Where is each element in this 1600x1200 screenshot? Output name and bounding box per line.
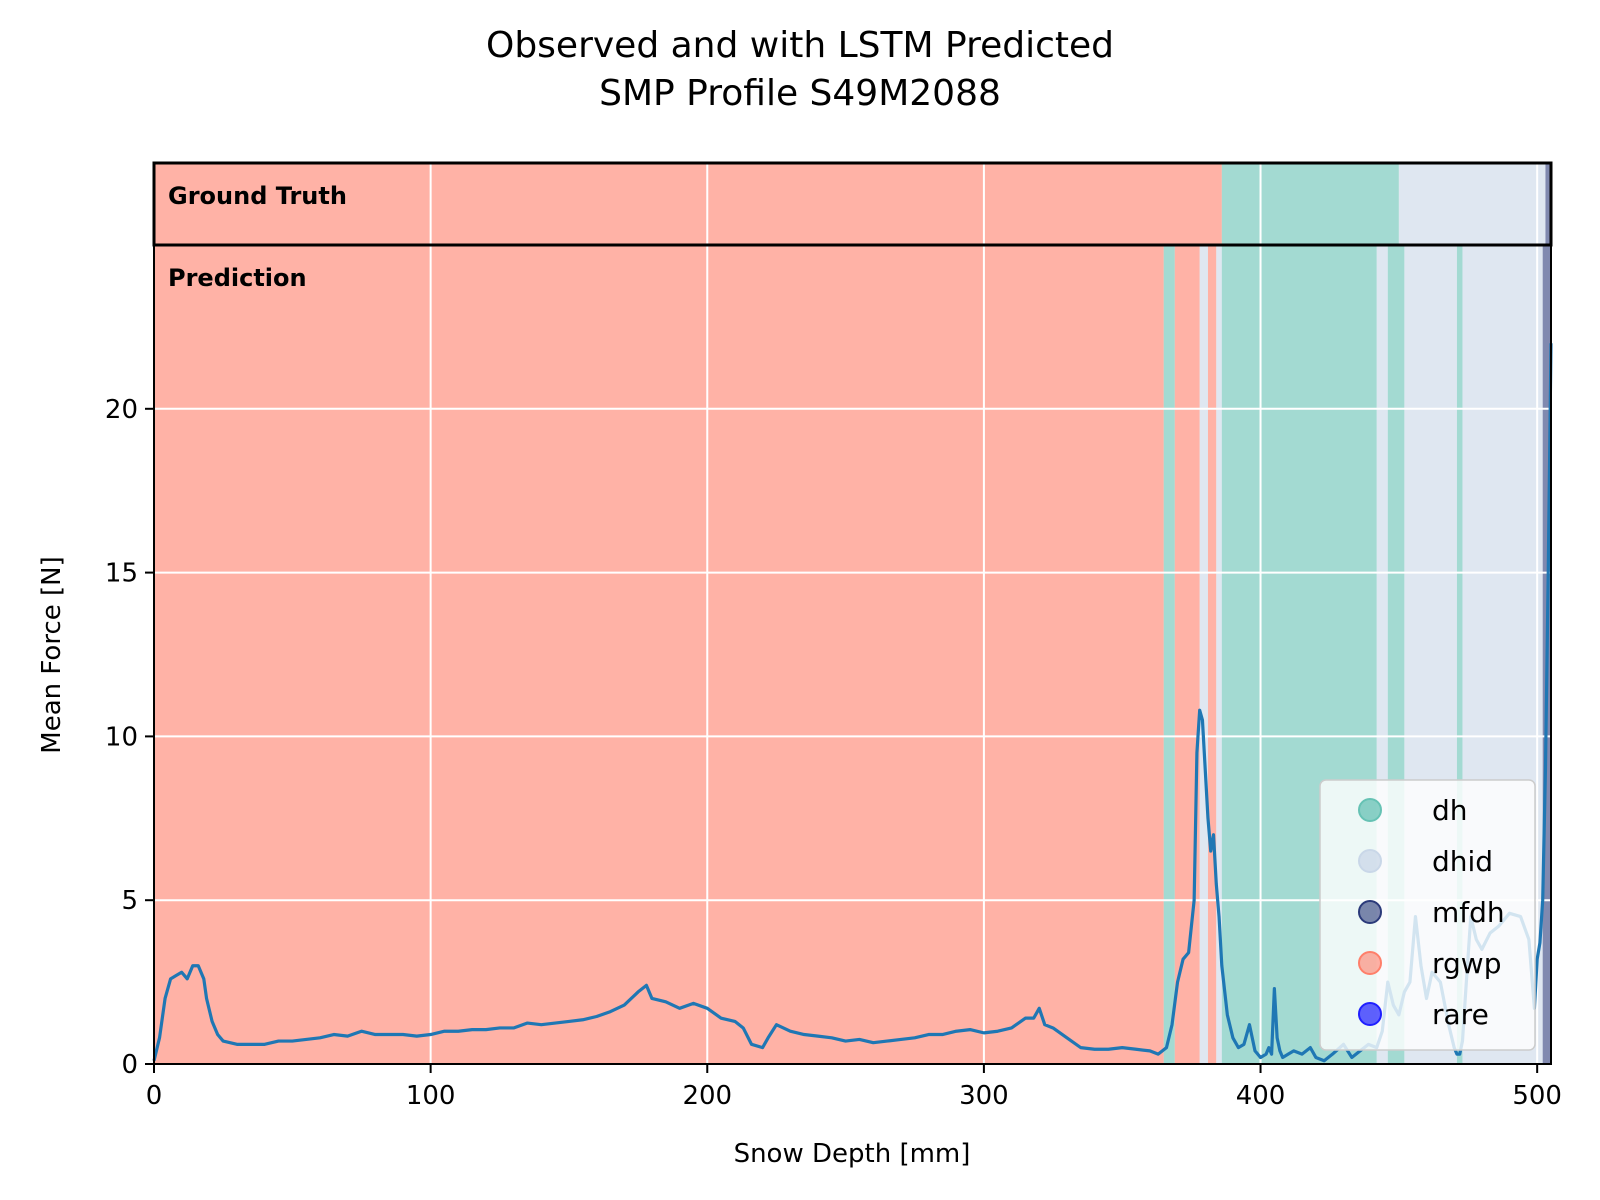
legend-box xyxy=(1319,779,1536,1051)
legend-label-rgwp: rgwp xyxy=(1432,947,1501,980)
legend-marker-rare xyxy=(1358,1002,1382,1026)
x-tick-label: 500 xyxy=(1512,1081,1562,1111)
x-tick-label: 200 xyxy=(682,1081,732,1111)
legend: dh dhid mfdh rgwp rare xyxy=(1319,779,1536,1051)
prediction-segment-dh xyxy=(1456,245,1463,1064)
x-tick-label: 400 xyxy=(1236,1081,1286,1111)
y-tick-label: 0 xyxy=(121,1050,138,1080)
ground-truth-segment-mfdh xyxy=(1545,163,1551,245)
x-axis-label: Snow Depth [mm] xyxy=(734,1139,971,1169)
legend-label-rare: rare xyxy=(1432,998,1489,1031)
ground-truth-segment-dhid xyxy=(1398,163,1546,245)
legend-label-dhid: dhid xyxy=(1432,845,1493,878)
plot-frame xyxy=(153,162,1552,1065)
x-tick-label: 300 xyxy=(959,1081,1009,1111)
ground-truth-label: Ground Truth xyxy=(168,182,347,210)
y-tick-label: 5 xyxy=(121,886,138,916)
y-tick-label: 10 xyxy=(105,722,138,752)
legend-marker-mfdh xyxy=(1358,900,1382,924)
prediction-label: Prediction xyxy=(168,264,307,292)
prediction-segment-rgwp xyxy=(1207,245,1217,1064)
prediction-segment-rgwp xyxy=(1174,245,1200,1064)
y-tick-label: 20 xyxy=(105,395,138,425)
prediction-segment-dhid xyxy=(1376,245,1388,1064)
ground-truth-segment-dh xyxy=(1221,163,1399,245)
prediction-segment-dhid xyxy=(1216,245,1222,1064)
legend-marker-dh xyxy=(1358,798,1382,822)
ground-truth-segment-rgwp xyxy=(154,163,1222,245)
x-tick-label: 100 xyxy=(406,1081,456,1111)
x-tick-label: 0 xyxy=(146,1081,163,1111)
y-tick-label: 15 xyxy=(105,559,138,589)
chart-title: Observed and with LSTM Predicted xyxy=(486,25,1114,66)
prediction-segment-dh xyxy=(1163,245,1175,1064)
prediction-segment-dhid xyxy=(1199,245,1208,1064)
y-axis-label: Mean Force [N] xyxy=(37,556,67,753)
prediction-segment-rgwp xyxy=(154,245,1164,1064)
legend-label-mfdh: mfdh xyxy=(1432,896,1505,929)
legend-marker-rgwp xyxy=(1358,951,1382,975)
legend-label-dh: dh xyxy=(1432,794,1468,827)
legend-marker-dhid xyxy=(1358,849,1382,873)
chart-subtitle: SMP Profile S49M2088 xyxy=(599,73,1001,114)
